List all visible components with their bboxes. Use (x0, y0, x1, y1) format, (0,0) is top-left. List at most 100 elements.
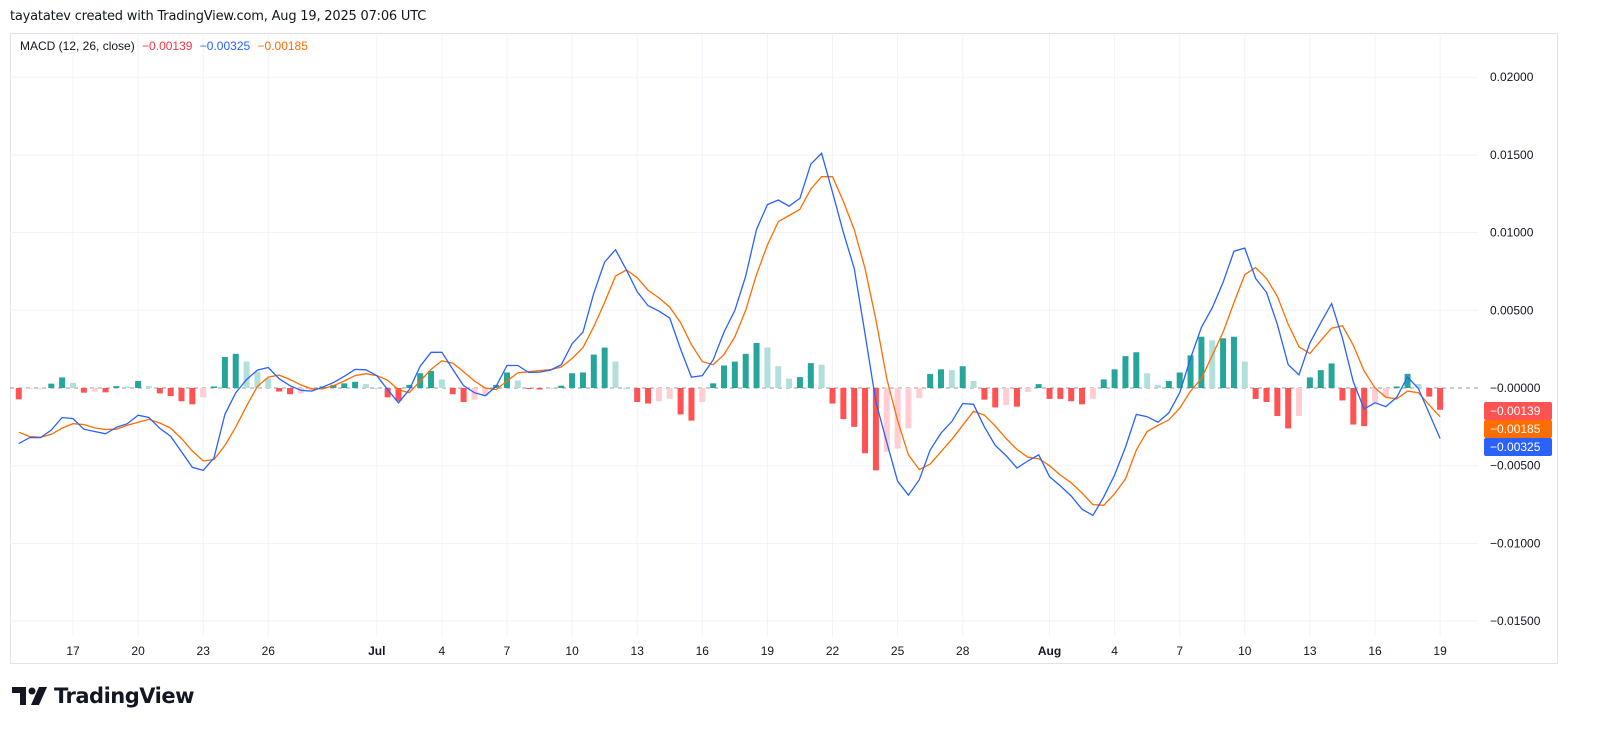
histogram-bar (15, 388, 22, 400)
histogram-bar (721, 365, 727, 388)
histogram-bar (265, 378, 272, 388)
histogram-bar (221, 356, 228, 388)
histogram-bar (189, 388, 196, 405)
histogram-bar (1382, 388, 1389, 398)
histogram-bar (178, 388, 185, 402)
histogram-bar (1263, 388, 1270, 402)
histogram-bar (959, 366, 966, 388)
macd-line (18, 152, 1441, 517)
histogram-bar (829, 388, 836, 404)
histogram-bar (688, 388, 695, 421)
histogram-bar (1372, 388, 1378, 403)
histogram-bar (807, 363, 814, 388)
histogram-bar (1241, 361, 1248, 388)
histogram-bar (156, 388, 163, 394)
histogram-bar (1252, 388, 1259, 399)
histogram-bar (710, 383, 717, 388)
histogram-bar (384, 388, 391, 398)
histogram-bar (1187, 355, 1194, 388)
histogram-bar (1415, 383, 1422, 388)
histogram-bar (482, 388, 489, 396)
histogram-bar (1274, 388, 1281, 416)
histogram-bar (1068, 388, 1075, 402)
histogram-bar (276, 388, 283, 392)
histogram-bar (1165, 381, 1172, 388)
signal-price-badge-label: −0.00185 (1490, 422, 1541, 436)
histogram-bar (1285, 388, 1292, 429)
price-axis-badges: −0.00139 −0.00185 −0.00325 (1484, 402, 1552, 456)
histogram-bar (655, 388, 662, 402)
histogram-bar (1035, 384, 1042, 388)
histogram-bar (1328, 363, 1335, 388)
histogram-bar (981, 388, 988, 400)
price-axis[interactable]: 0.02000 0.01500 0.01000 0.00500 −0.00500 −0.0… (1490, 70, 1541, 628)
histogram-bar (1230, 336, 1237, 388)
x-tick-label: Aug (1038, 644, 1061, 658)
x-tick-label: 19 (761, 644, 775, 658)
histogram-bar (992, 388, 999, 408)
histogram-value: −0.00139 (142, 39, 193, 53)
histogram-bar (1306, 377, 1313, 388)
histogram-bar (1437, 388, 1444, 410)
histogram-price-badge (1484, 402, 1552, 420)
x-tick-label: 23 (197, 644, 211, 658)
histogram-bar (851, 388, 858, 427)
tradingview-logo[interactable]: TradingView (12, 684, 194, 708)
macd-value: −0.00325 (199, 39, 251, 53)
histogram-bar (862, 388, 869, 454)
x-tick-label: 28 (956, 644, 970, 658)
x-tick-label: 13 (1303, 644, 1317, 658)
y-tick-label: −0.01000 (1490, 536, 1541, 550)
histogram-bar (26, 388, 33, 390)
histogram-bar (102, 388, 109, 393)
x-tick-label: 22 (826, 644, 840, 658)
histogram-bar (948, 370, 955, 388)
zero-tick-label: −0.00000 (1490, 381, 1541, 395)
histogram-bar (1317, 370, 1324, 388)
macd-price-badge-label: −0.00325 (1490, 440, 1541, 454)
x-tick-label: 20 (131, 644, 145, 658)
x-tick-label: 16 (1368, 644, 1382, 658)
histogram-bar (579, 372, 586, 388)
histogram-price-badge-label: −0.00139 (1490, 404, 1541, 418)
histogram-bar (232, 353, 239, 388)
histogram-bar (514, 380, 521, 388)
histogram-bar (1013, 388, 1020, 407)
histogram-bar (1046, 388, 1053, 399)
histogram-bar (590, 354, 597, 388)
x-tick-label: 19 (1433, 644, 1447, 658)
histogram-bar (775, 366, 782, 388)
x-tick-label: 13 (631, 644, 645, 658)
histogram-bar (352, 381, 359, 388)
histogram-bar (200, 388, 207, 398)
x-tick-label: 7 (1176, 644, 1183, 658)
histogram-bar (362, 384, 369, 388)
histogram-bar (341, 383, 348, 388)
histogram-bar (1220, 338, 1227, 388)
histogram-bar (330, 384, 337, 388)
signal-line (18, 176, 1441, 506)
histogram-bar (699, 388, 706, 402)
time-axis[interactable]: 17 20 23 26 Jul 4 7 10 13 16 19 22 25 28 Aug 4 7 10 13 16 19 (66, 644, 1447, 658)
signal-price-badge (1484, 420, 1552, 438)
histogram-bar (460, 388, 467, 402)
histogram-bar (927, 374, 934, 388)
histogram-bar (753, 342, 760, 388)
histogram-bar (742, 353, 749, 388)
indicator-legend[interactable]: MACD (12, 26, close) −0.00139 −0.00325 −… (20, 39, 312, 53)
tradingview-logo-icon (12, 687, 47, 705)
histogram-bar (395, 388, 402, 401)
y-tick-label: 0.02000 (1490, 70, 1534, 84)
indicator-name: MACD (12, 26, close) (20, 39, 135, 53)
histogram-bar (883, 388, 890, 452)
histogram-bar (373, 388, 380, 389)
y-tick-label: −0.00500 (1490, 459, 1541, 473)
histogram-bar (59, 377, 66, 388)
histogram-bar (666, 388, 673, 399)
histogram-bar (1339, 388, 1346, 401)
x-tick-label: 10 (1238, 644, 1252, 658)
histogram-bar (569, 373, 576, 388)
histogram-bar (1024, 388, 1031, 392)
histogram-bar (536, 388, 543, 390)
